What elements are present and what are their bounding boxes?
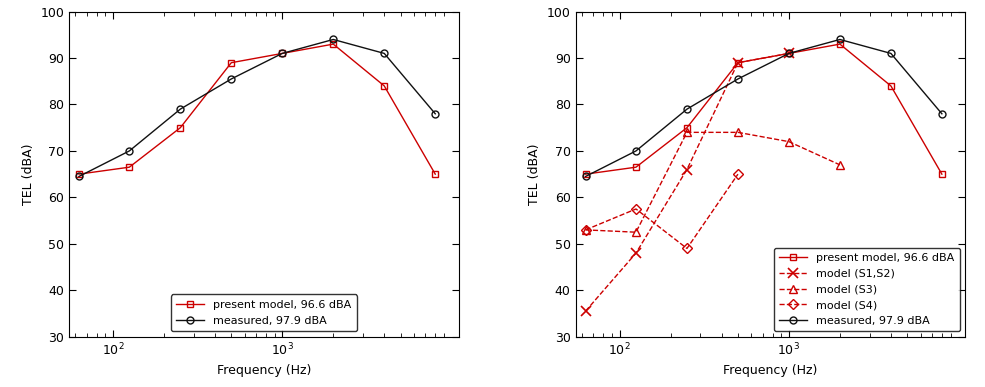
present model, 96.6 dBA	[783, 51, 795, 56]
measured, 97.9 dBA	[277, 51, 289, 56]
model (S1,S2)	[783, 51, 795, 56]
measured, 97.9 dBA	[226, 77, 237, 81]
measured, 97.9 dBA	[936, 111, 948, 116]
Line: present model, 96.6 dBA: present model, 96.6 dBA	[76, 41, 438, 178]
measured, 97.9 dBA	[327, 37, 339, 42]
measured, 97.9 dBA	[378, 51, 390, 56]
model (S1,S2)	[630, 251, 642, 255]
present model, 96.6 dBA	[429, 172, 441, 176]
present model, 96.6 dBA	[936, 172, 948, 176]
model (S3)	[579, 228, 591, 232]
measured, 97.9 dBA	[783, 51, 795, 56]
Line: model (S3): model (S3)	[581, 128, 844, 236]
X-axis label: Frequency (Hz): Frequency (Hz)	[723, 364, 818, 377]
X-axis label: Frequency (Hz): Frequency (Hz)	[217, 364, 311, 377]
Legend: present model, 96.6 dBA, model (S1,S2), model (S3), model (S4), measured, 97.9 d: present model, 96.6 dBA, model (S1,S2), …	[773, 248, 959, 331]
present model, 96.6 dBA	[681, 125, 692, 130]
Line: model (S4): model (S4)	[582, 171, 742, 252]
model (S1,S2)	[732, 60, 744, 65]
measured, 97.9 dBA	[73, 174, 85, 179]
measured, 97.9 dBA	[732, 77, 744, 81]
measured, 97.9 dBA	[630, 149, 642, 153]
model (S3)	[630, 230, 642, 235]
model (S4)	[732, 172, 744, 176]
model (S4)	[579, 228, 591, 232]
Line: present model, 96.6 dBA: present model, 96.6 dBA	[582, 41, 946, 178]
measured, 97.9 dBA	[174, 107, 186, 111]
present model, 96.6 dBA	[123, 165, 135, 170]
model (S4)	[630, 207, 642, 211]
Y-axis label: TEL (dBA): TEL (dBA)	[22, 144, 34, 205]
present model, 96.6 dBA	[277, 51, 289, 56]
model (S3)	[681, 130, 692, 135]
measured, 97.9 dBA	[123, 149, 135, 153]
measured, 97.9 dBA	[579, 174, 591, 179]
present model, 96.6 dBA	[378, 84, 390, 88]
present model, 96.6 dBA	[885, 84, 896, 88]
model (S1,S2)	[579, 309, 591, 313]
present model, 96.6 dBA	[630, 165, 642, 170]
present model, 96.6 dBA	[327, 42, 339, 46]
present model, 96.6 dBA	[579, 172, 591, 176]
present model, 96.6 dBA	[834, 42, 846, 46]
Line: measured, 97.9 dBA: measured, 97.9 dBA	[76, 36, 438, 180]
present model, 96.6 dBA	[174, 125, 186, 130]
measured, 97.9 dBA	[885, 51, 896, 56]
Line: model (S1,S2): model (S1,S2)	[581, 48, 794, 316]
present model, 96.6 dBA	[732, 60, 744, 65]
Legend: present model, 96.6 dBA, measured, 97.9 dBA: present model, 96.6 dBA, measured, 97.9 …	[170, 295, 357, 331]
measured, 97.9 dBA	[834, 37, 846, 42]
measured, 97.9 dBA	[681, 107, 692, 111]
model (S3)	[732, 130, 744, 135]
present model, 96.6 dBA	[73, 172, 85, 176]
model (S1,S2)	[681, 167, 692, 172]
Line: measured, 97.9 dBA: measured, 97.9 dBA	[582, 36, 946, 180]
model (S3)	[834, 163, 846, 167]
model (S4)	[681, 246, 692, 251]
Y-axis label: TEL (dBA): TEL (dBA)	[528, 144, 542, 205]
measured, 97.9 dBA	[429, 111, 441, 116]
present model, 96.6 dBA	[226, 60, 237, 65]
model (S3)	[783, 139, 795, 144]
